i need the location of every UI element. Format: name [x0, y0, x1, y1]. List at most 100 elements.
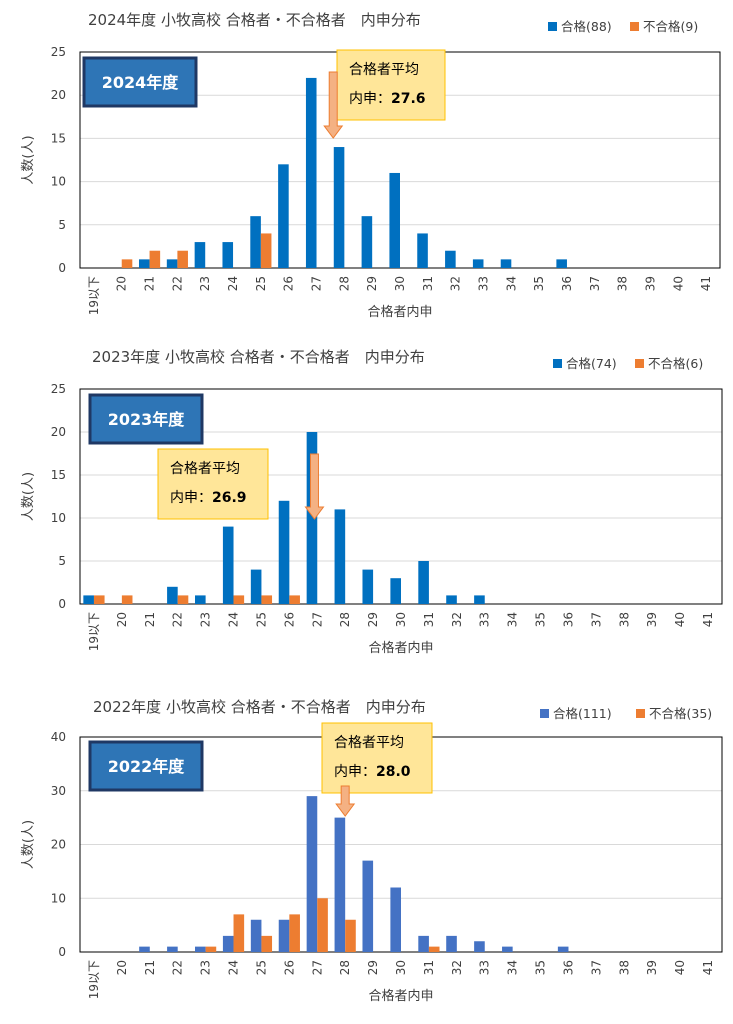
bar-pass — [361, 216, 373, 268]
average-arrow — [335, 785, 356, 817]
chart-title: 2022年度 小牧高校 合格者・不合格者 内申分布 — [93, 698, 426, 716]
chart-2024: 2024年度 小牧高校 合格者・不合格者 内申分布 合格(88) 不合格(9) 0 5 1… — [21, 11, 721, 320]
bar-pass — [138, 259, 150, 268]
legend-label-1: 不合格(35) — [649, 706, 712, 721]
y-tick-label: 15 — [51, 131, 66, 145]
x-tick-label: 25 — [254, 960, 268, 975]
bar-pass — [389, 172, 400, 268]
x-tick-label: 22 — [171, 612, 185, 627]
x-tick-label: 36 — [561, 960, 575, 975]
x-tick-label: 23 — [198, 276, 212, 291]
x-tick-label: 27 — [310, 612, 324, 627]
x-tick-label: 24 — [227, 960, 241, 975]
x-tick-label: 21 — [143, 276, 157, 291]
x-tick-label: 31 — [422, 612, 436, 627]
x-tick-label: 35 — [532, 276, 546, 291]
average-value: 26.9 — [212, 490, 247, 506]
bar-fail — [233, 595, 245, 604]
bar-pass — [418, 561, 429, 604]
bar-pass — [306, 432, 318, 604]
bar-fail — [289, 595, 300, 604]
bar-fail — [261, 595, 273, 604]
y-tick-label: 25 — [51, 382, 66, 396]
x-tick-label: 39 — [645, 612, 659, 627]
average-callout — [157, 448, 269, 520]
x-tick-label: 33 — [478, 960, 492, 975]
x-tick-label: 38 — [617, 960, 631, 975]
x-tick-label: 34 — [506, 960, 520, 975]
x-tick-label: 19以下 — [87, 276, 101, 315]
bar-pass — [139, 946, 150, 952]
y-tick-label: 25 — [51, 45, 66, 59]
average-arrow — [304, 453, 325, 520]
bar-pass — [557, 946, 569, 952]
y-tick-label: 0 — [58, 597, 66, 611]
bar-fail — [345, 919, 356, 952]
bar-fail — [177, 595, 189, 604]
x-tick-label: 20 — [115, 960, 129, 975]
bar-pass — [362, 860, 374, 952]
bar-fail — [233, 914, 245, 952]
average-callout-title: 合格者平均 — [349, 62, 419, 78]
x-tick-label: 23 — [199, 960, 213, 975]
y-axis-title: 人数(人) — [21, 472, 36, 521]
bar-pass — [195, 595, 206, 604]
legend-label-1: 不合格(9) — [643, 19, 698, 34]
bar-fail — [149, 250, 161, 268]
bar-fail — [121, 595, 133, 604]
y-tick-label: 20 — [51, 838, 66, 852]
bar-pass — [194, 242, 206, 268]
x-tick-label: 25 — [254, 276, 268, 291]
x-tick-label: 36 — [560, 276, 574, 291]
y-tick-label: 10 — [51, 891, 66, 905]
bar-pass — [83, 595, 94, 604]
bar-fail — [317, 898, 328, 952]
x-tick-label: 34 — [506, 612, 520, 627]
bar-pass — [334, 817, 346, 952]
chart-title: 2024年度 小牧高校 合格者・不合格者 内申分布 — [88, 11, 421, 29]
legend-label-0: 合格(74) — [566, 356, 617, 371]
bar-pass — [278, 500, 290, 604]
x-tick-label: 27 — [310, 276, 324, 291]
x-tick-label: 26 — [282, 276, 296, 291]
x-tick-label: 39 — [643, 276, 657, 291]
bar-pass — [250, 919, 262, 952]
bar-pass — [472, 259, 484, 268]
x-tick-label: 24 — [226, 276, 240, 291]
x-tick-label: 39 — [645, 960, 659, 975]
bar-fail — [177, 250, 188, 268]
legend-swatch-1 — [635, 359, 644, 368]
bar-pass — [334, 509, 346, 604]
bar-pass — [305, 77, 317, 268]
year-badge-text: 2023年度 — [108, 410, 186, 429]
x-tick-label: 22 — [170, 276, 184, 291]
x-tick-label: 37 — [588, 276, 602, 291]
x-tick-label: 21 — [143, 612, 157, 627]
legend-label-0: 合格(88) — [561, 19, 612, 34]
y-tick-label: 10 — [51, 511, 66, 525]
y-tick-label: 5 — [58, 554, 66, 568]
bar-fail — [260, 233, 272, 268]
x-tick-label: 32 — [450, 612, 464, 627]
x-tick-label: 33 — [478, 612, 492, 627]
bar-pass — [222, 526, 234, 604]
bar-pass — [474, 941, 485, 952]
chart-2023: 2023年度 小牧高校 合格者・不合格者 内申分布 合格(74) 不合格(6) 0 5 1… — [21, 348, 723, 656]
bar-fail — [261, 935, 273, 952]
year-badge — [82, 56, 198, 108]
x-tick-label: 41 — [701, 960, 715, 975]
legend-swatch-0 — [553, 359, 562, 368]
average-callout-value-row: 内申：28.0 — [334, 764, 411, 780]
y-tick-label: 15 — [51, 468, 66, 482]
x-tick-label: 23 — [199, 612, 213, 627]
chart-panel-2022: 2022年度 小牧高校 合格者・不合格者 内申分布 合格(111) 不合格(35) 0… — [0, 684, 733, 1024]
bar-pass — [445, 250, 456, 268]
chart-2022: 2022年度 小牧高校 合格者・不合格者 内申分布 合格(111) 不合格(35) 0… — [21, 698, 723, 1004]
legend-swatch-0 — [548, 22, 557, 31]
average-label: 内申： — [334, 764, 376, 780]
year-badge-text: 2024年度 — [102, 73, 180, 92]
bar-pass — [222, 935, 234, 952]
legend-swatch-1 — [636, 709, 645, 718]
x-tick-label: 21 — [143, 960, 157, 975]
average-label: 内申： — [349, 91, 391, 107]
